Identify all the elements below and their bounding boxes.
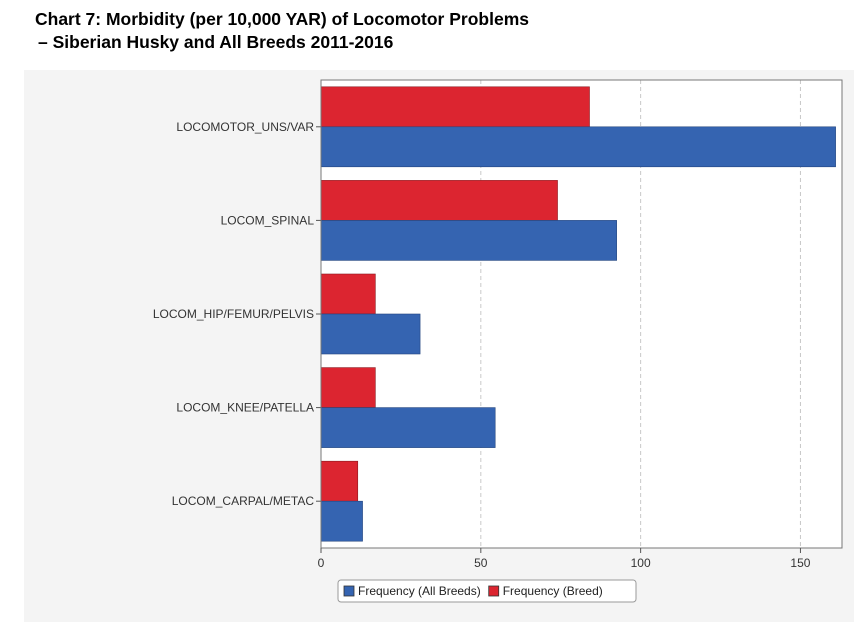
bar-breed xyxy=(320,273,376,315)
bar-breed xyxy=(320,367,376,408)
chart-title-line1: Chart 7: Morbidity (per 10,000 YAR) of L… xyxy=(35,9,529,29)
y-tick-label: LOCOM_KNEE/PATELLA xyxy=(176,401,314,415)
x-tick-label: 100 xyxy=(631,556,651,570)
bar-all-breeds xyxy=(320,126,836,168)
x-tick-label: 150 xyxy=(790,556,810,570)
legend-label: Frequency (Breed) xyxy=(503,584,603,598)
legend-label: Frequency (All Breeds) xyxy=(358,584,481,598)
plot-frame xyxy=(320,79,843,549)
legend-swatch xyxy=(343,585,355,597)
legend-swatch xyxy=(488,585,500,597)
bar-all-breeds xyxy=(320,220,617,261)
x-tick-label: 0 xyxy=(318,556,325,570)
bar-breed xyxy=(320,460,359,502)
y-tick-label: LOCOM_CARPAL/METAC xyxy=(172,494,315,508)
bar-all-breeds xyxy=(320,407,496,448)
legend: Frequency (All Breeds) Frequency (Breed) xyxy=(337,579,637,603)
bar-all-breeds xyxy=(320,500,363,542)
y-tick-label: LOCOMOTOR_UNS/VAR xyxy=(176,120,314,134)
y-tick-label: LOCOM_HIP/FEMUR/PELVIS xyxy=(153,307,314,321)
chart-title: Chart 7: Morbidity (per 10,000 YAR) of L… xyxy=(35,8,529,54)
x-tick-label: 50 xyxy=(474,556,488,570)
chart-title-line2: – Siberian Husky and All Breeds 2011-201… xyxy=(38,32,394,52)
bar-breed xyxy=(320,86,590,128)
legend-box xyxy=(337,579,637,603)
y-tick-label: LOCOM_SPINAL xyxy=(221,213,315,227)
bar-breed xyxy=(320,180,558,221)
bar-all-breeds xyxy=(320,313,421,355)
